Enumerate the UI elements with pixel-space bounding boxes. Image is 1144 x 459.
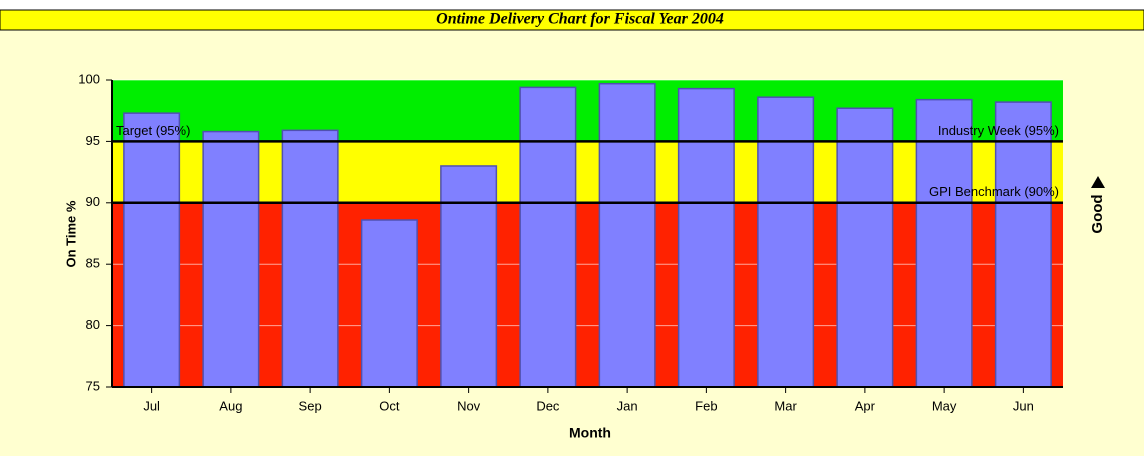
x-tick-label: Sep (299, 398, 322, 413)
bar (519, 86, 577, 388)
y-tick-label: 100 (78, 71, 100, 86)
chart-title: Ontime Delivery Chart for Fiscal Year 20… (436, 11, 724, 28)
bar (440, 165, 498, 388)
bar (757, 96, 815, 388)
x-tick-label: Oct (379, 398, 400, 413)
direction-arrow (1091, 176, 1105, 188)
y-tick-label: 90 (86, 194, 100, 209)
bar (281, 129, 339, 388)
x-tick-label: Jan (617, 398, 638, 413)
x-tick-label: Feb (695, 398, 717, 413)
bar (202, 130, 260, 388)
bar (598, 82, 656, 388)
bar (836, 107, 894, 388)
x-tick-label: Jul (143, 398, 160, 413)
band (112, 202, 1063, 387)
x-tick-label: Jun (1013, 398, 1034, 413)
bar (123, 112, 181, 388)
band (112, 141, 1063, 203)
band (112, 80, 1063, 142)
bar (915, 98, 973, 388)
y-axis-label: On Time % (63, 200, 78, 267)
x-tick-label: Nov (457, 398, 481, 413)
x-tick-label: Mar (774, 398, 797, 413)
y-tick-label: 85 (86, 256, 100, 271)
x-tick-label: May (932, 398, 957, 413)
y-tick-label: 75 (86, 378, 100, 393)
x-axis-label: Month (569, 425, 611, 441)
x-tick-label: Aug (219, 398, 242, 413)
y-tick-label: 95 (86, 133, 100, 148)
bar (677, 87, 735, 388)
x-tick-label: Apr (855, 398, 876, 413)
reference-label: Industry Week (95%) (938, 123, 1059, 138)
bar (994, 101, 1052, 388)
reference-label: Target (95%) (116, 123, 190, 138)
reference-label: GPI Benchmark (90%) (929, 184, 1059, 199)
bar (360, 219, 418, 388)
title-bar (0, 9, 1144, 31)
x-tick-label: Dec (536, 398, 560, 413)
direction-label: Good (1089, 194, 1106, 233)
y-tick-label: 80 (86, 317, 100, 332)
